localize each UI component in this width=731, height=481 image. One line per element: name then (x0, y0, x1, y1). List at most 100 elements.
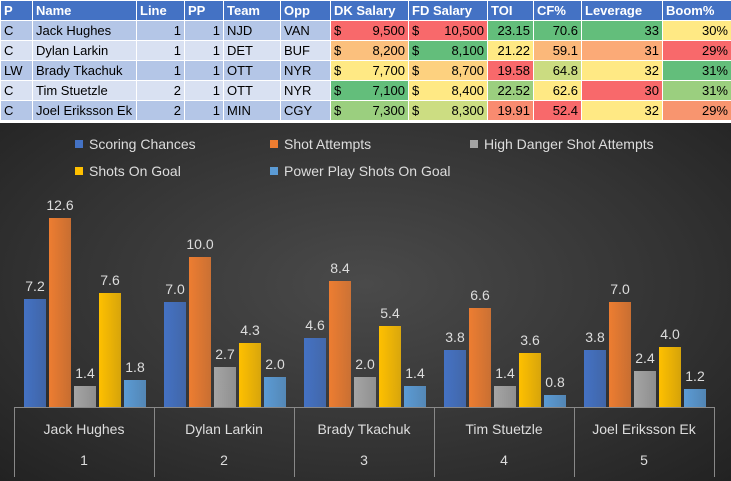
bar[interactable] (444, 350, 466, 407)
column-header[interactable]: Line (136, 0, 185, 21)
cell-lev[interactable]: 33 (581, 20, 663, 41)
column-header[interactable]: CF% (533, 0, 582, 21)
cell-dk[interactable]: $7,700 (330, 60, 409, 81)
cell-dk[interactable]: $9,500 (330, 20, 409, 41)
cell-cf[interactable]: 59.1 (533, 40, 582, 61)
bar[interactable] (544, 395, 566, 407)
cell-opp[interactable]: VAN (280, 20, 331, 41)
cell-boom[interactable]: 29% (662, 40, 731, 61)
cell-fd[interactable]: $8,400 (408, 80, 488, 101)
bar[interactable] (189, 257, 211, 407)
cell-dk[interactable]: $7,300 (330, 100, 409, 121)
cell-team[interactable]: DET (223, 40, 281, 61)
cell-name[interactable]: Joel Eriksson Ek (32, 100, 137, 121)
bar[interactable] (264, 377, 286, 407)
column-header[interactable]: Team (223, 0, 281, 21)
cell-fd[interactable]: $8,700 (408, 60, 488, 81)
cell-boom[interactable]: 31% (662, 60, 731, 81)
cell-team[interactable]: OTT (223, 80, 281, 101)
bar[interactable] (304, 338, 326, 407)
cell-line[interactable]: 1 (136, 20, 185, 41)
cell-name[interactable]: Brady Tkachuk (32, 60, 137, 81)
bar[interactable] (164, 302, 186, 407)
cell-lev[interactable]: 32 (581, 100, 663, 121)
column-header[interactable]: P (0, 0, 33, 21)
cell-line[interactable]: 1 (136, 40, 185, 61)
legend-item[interactable]: Scoring Chances (75, 136, 196, 152)
bar[interactable] (494, 386, 516, 407)
cell-lev[interactable]: 31 (581, 40, 663, 61)
cell-pp[interactable]: 1 (184, 60, 224, 81)
cell-opp[interactable]: NYR (280, 60, 331, 81)
bar[interactable] (519, 353, 541, 407)
bar[interactable] (214, 366, 236, 407)
cell-toi[interactable]: 22.52 (487, 80, 534, 101)
bar[interactable] (659, 347, 681, 407)
bar[interactable] (354, 377, 376, 407)
cell-cf[interactable]: 70.6 (533, 20, 582, 41)
cell-team[interactable]: MIN (223, 100, 281, 121)
cell-boom[interactable]: 29% (662, 100, 731, 121)
bar[interactable] (24, 299, 46, 407)
cell-boom[interactable]: 30% (662, 20, 731, 41)
bar[interactable] (684, 389, 706, 407)
cell-toi[interactable]: 23.15 (487, 20, 534, 41)
cell-pp[interactable]: 1 (184, 40, 224, 61)
column-header[interactable]: PP (184, 0, 224, 21)
bar[interactable] (609, 302, 631, 407)
cell-toi[interactable]: 19.91 (487, 100, 534, 121)
column-header[interactable]: TOI (487, 0, 534, 21)
cell-p[interactable]: C (0, 80, 33, 101)
cell-line[interactable]: 2 (136, 100, 185, 121)
column-header[interactable]: Opp (280, 0, 331, 21)
cell-boom[interactable]: 31% (662, 80, 731, 101)
legend-item[interactable]: Power Play Shots On Goal (270, 163, 451, 179)
cell-lev[interactable]: 30 (581, 80, 663, 101)
cell-opp[interactable]: NYR (280, 80, 331, 101)
cell-cf[interactable]: 52.4 (533, 100, 582, 121)
cell-p[interactable]: C (0, 40, 33, 61)
bar[interactable] (239, 342, 261, 407)
cell-dk[interactable]: $7,100 (330, 80, 409, 101)
bar[interactable] (404, 386, 426, 407)
cell-fd[interactable]: $8,300 (408, 100, 488, 121)
cell-name[interactable]: Jack Hughes (32, 20, 137, 41)
cell-fd[interactable]: $8,100 (408, 40, 488, 61)
cell-opp[interactable]: BUF (280, 40, 331, 61)
cell-pp[interactable]: 1 (184, 20, 224, 41)
column-header[interactable]: Name (32, 0, 137, 21)
cell-team[interactable]: OTT (223, 60, 281, 81)
cell-team[interactable]: NJD (223, 20, 281, 41)
bar[interactable] (99, 293, 121, 407)
cell-dk[interactable]: $8,200 (330, 40, 409, 61)
cell-cf[interactable]: 64.8 (533, 60, 582, 81)
cell-line[interactable]: 1 (136, 60, 185, 81)
bar[interactable] (74, 386, 96, 407)
bar[interactable] (634, 371, 656, 407)
bar[interactable] (329, 281, 351, 407)
bar[interactable] (584, 350, 606, 407)
cell-toi[interactable]: 21.22 (487, 40, 534, 61)
cell-opp[interactable]: CGY (280, 100, 331, 121)
legend-item[interactable]: Shots On Goal (75, 163, 181, 179)
cell-line[interactable]: 2 (136, 80, 185, 101)
column-header[interactable]: FD Salary (408, 0, 488, 21)
bar[interactable] (379, 326, 401, 407)
bar[interactable] (124, 380, 146, 407)
legend-item[interactable]: Shot Attempts (270, 136, 371, 152)
cell-fd[interactable]: $10,500 (408, 20, 488, 41)
column-header[interactable]: DK Salary (330, 0, 409, 21)
cell-name[interactable]: Dylan Larkin (32, 40, 137, 61)
cell-pp[interactable]: 1 (184, 100, 224, 121)
legend-item[interactable]: High Danger Shot Attempts (470, 136, 654, 152)
cell-name[interactable]: Tim Stuetzle (32, 80, 137, 101)
column-header[interactable]: Boom% (662, 0, 731, 21)
cell-pp[interactable]: 1 (184, 80, 224, 101)
cell-toi[interactable]: 19.58 (487, 60, 534, 81)
cell-p[interactable]: LW (0, 60, 33, 81)
bar[interactable] (49, 218, 71, 407)
cell-p[interactable]: C (0, 20, 33, 41)
cell-cf[interactable]: 62.6 (533, 80, 582, 101)
column-header[interactable]: Leverage (581, 0, 663, 21)
bar[interactable] (469, 308, 491, 407)
